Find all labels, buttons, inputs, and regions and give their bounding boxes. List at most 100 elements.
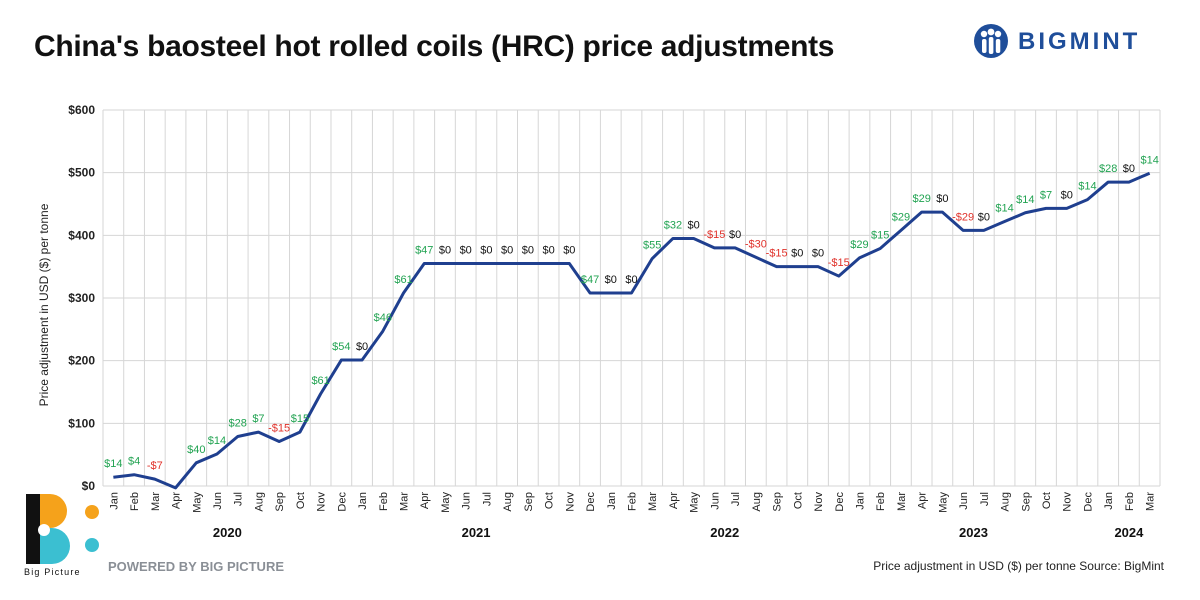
year-label: 2023 [959,525,988,540]
data-label: $0 [791,248,803,260]
x-tick-label: Feb [378,492,390,511]
data-label: $15 [291,413,309,425]
x-tick-label: Oct [792,492,804,509]
data-label: $7 [1040,189,1052,201]
y-tick-label: $300 [68,291,95,305]
y-tick-label: $0 [82,479,96,493]
data-label: $0 [605,274,617,286]
year-label: 2024 [1114,525,1144,540]
x-tick-label: Sep [1020,492,1032,512]
y-tick-label: $500 [68,166,95,180]
year-labels: 2020 2021 2022 2023 2024 [213,525,1144,540]
x-tick-label: Aug [502,492,514,512]
data-label: $61 [394,274,412,286]
data-label: $0 [625,274,637,286]
x-tick-label: Feb [1124,492,1136,511]
x-tick-label: May [937,492,949,513]
data-label: $61 [311,375,329,387]
data-label: $29 [892,211,910,223]
x-tick-label: Mar [399,492,411,511]
data-label: $0 [729,229,741,241]
data-label: $7 [252,413,264,425]
series-line [113,171,1151,490]
brand-logo: BIGMINT [972,22,1172,62]
data-label: $14 [1078,181,1096,193]
data-label: $14 [1140,154,1158,166]
x-tick-label: Dec [834,492,846,512]
data-label: $0 [1061,189,1073,201]
x-tick-label: Apr [668,492,680,509]
page-title: China's baosteel hot rolled coils (HRC) … [34,30,835,63]
x-tick-label: Apr [419,492,431,509]
big-picture-icon: Big Picture [24,494,99,577]
data-label: $54 [332,341,350,353]
x-tick-label: Apr [171,492,183,509]
x-tick-label: Jun [709,492,721,510]
y-tick-label: $100 [68,416,95,430]
x-tick-label: May [191,492,203,513]
year-label: 2021 [462,525,491,540]
data-label: $0 [480,245,492,257]
powered-by: POWERED BY BIG PICTURE [108,559,285,574]
data-label: $28 [229,417,247,429]
year-label: 2020 [213,525,242,540]
x-tick-label: Jul [979,492,991,506]
data-label: $0 [688,219,700,231]
grid [102,109,1161,487]
data-label: $4 [128,456,140,468]
data-label: $0 [522,245,534,257]
data-label: $0 [1123,163,1135,175]
data-label: $0 [936,193,948,205]
data-label: $29 [912,193,930,205]
x-tick-label: May [440,492,452,513]
data-label: $32 [664,219,682,231]
y-tick-label: $200 [68,354,95,368]
data-label: $14 [208,435,226,447]
x-tick-label: Dec [336,492,348,512]
source-note: Price adjustment in USD ($) per tonne So… [873,559,1164,573]
x-tick-label: Nov [316,492,328,512]
x-tick-label: Feb [627,492,639,511]
x-tick-label: Mar [896,492,908,511]
data-label: -$15 [268,423,290,435]
big-picture-logo: Big Picture [20,490,110,580]
data-label: -$7 [147,460,163,472]
data-label: $28 [1099,163,1117,175]
x-tick-label: Aug [253,492,265,512]
x-tick-label: Mar [647,492,659,511]
data-label: -$29 [952,211,974,223]
x-tick-labels: Jan Feb Mar Apr May Jun Jul Aug Sep Oct Nov Dec Jan F… [108,492,1156,513]
x-tick-label: Oct [1041,492,1053,509]
data-label: $14 [1016,194,1034,206]
x-tick-label: Oct [544,492,556,509]
people-icon [974,24,1008,58]
data-label: $46 [374,312,392,324]
data-label: $29 [850,239,868,251]
data-label: -$15 [766,248,788,260]
data-label: $14 [104,458,122,470]
x-tick-label: Dec [585,492,597,512]
x-tick-label: Jul [730,492,742,506]
x-tick-label: Sep [274,492,286,512]
x-tick-label: Apr [917,492,929,509]
x-tick-label: Mar [1145,492,1157,511]
x-tick-label: Jul [233,492,245,506]
x-tick-label: Feb [875,492,887,511]
data-label: $14 [995,203,1013,215]
data-labels: $14 $4 -$7$40$14$28 $7-$15$15$61$54 $0$46$61… [104,154,1159,472]
x-tick-label: Jun [212,492,224,510]
x-tick-label: Aug [751,492,763,512]
x-tick-label: Nov [564,492,576,512]
data-label: $0 [439,245,451,257]
y-tick-label: $400 [68,228,95,242]
y-tick-label: $600 [68,103,95,117]
data-label: $15 [871,229,889,241]
x-tick-label: Mar [150,492,162,511]
x-tick-label: Jan [357,492,369,510]
data-label: $47 [415,245,433,257]
x-tick-label: Nov [813,492,825,512]
logo-text: Big Picture [24,567,81,577]
y-tick-labels: $0 $100 $200 $300 $400 $500 $600 [68,103,95,493]
x-tick-label: Jun [461,492,473,510]
